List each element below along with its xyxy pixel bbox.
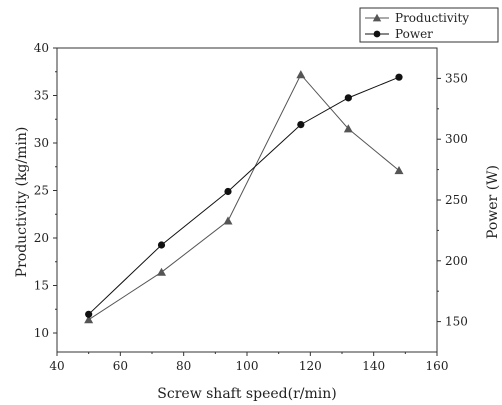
y-right-tick-label: 200 [445,254,468,268]
y-left-tick-label: 30 [34,136,49,150]
data-point-power [395,73,403,81]
y-left-tick-label: 40 [34,41,49,55]
data-point-productivity [296,70,306,79]
legend-label-productivity: Productivity [395,11,469,25]
data-point-power [344,94,352,102]
y-right-tick-label: 250 [445,193,468,207]
x-tick-label: 60 [113,359,128,373]
legend-marker-productivity [372,13,382,22]
y-right-tick-label: 150 [445,315,468,329]
data-point-productivity [157,267,166,276]
legend-box [359,7,499,43]
series-line-power [88,76,400,315]
y-right-axis-title: Power (W) [485,165,501,239]
plot-area-frame [56,47,438,353]
series-line-productivity [88,73,400,321]
data-point-power [85,310,93,318]
y-left-tick-label: 10 [34,326,49,340]
x-tick-label: 100 [236,359,259,373]
data-point-power [157,241,166,249]
legend-marker-power [373,30,381,38]
y-left-tick-label: 15 [34,279,49,293]
x-tick-label: 160 [426,359,449,373]
y-left-tick-label: 20 [34,231,49,245]
x-tick-label: 140 [362,359,385,373]
data-point-productivity [84,315,94,324]
y-left-tick-label: 25 [34,184,49,198]
data-point-productivity [394,166,404,175]
legend-label-power: Power [395,27,433,41]
y-right-tick-label: 350 [445,71,468,85]
y-left-tick-label: 35 [34,89,49,103]
x-tick-label: 120 [299,359,322,373]
data-point-power [297,121,305,129]
data-point-productivity [223,216,233,225]
y-left-axis-title: Productivity (kg/min) [14,127,30,278]
x-tick-label: 80 [176,359,191,373]
data-point-power [224,187,232,196]
x-axis-title: Screw shaft speed(r/min) [157,386,336,402]
x-tick-label: 40 [49,359,64,373]
data-point-productivity [343,124,353,133]
y-right-tick-label: 300 [445,132,468,146]
